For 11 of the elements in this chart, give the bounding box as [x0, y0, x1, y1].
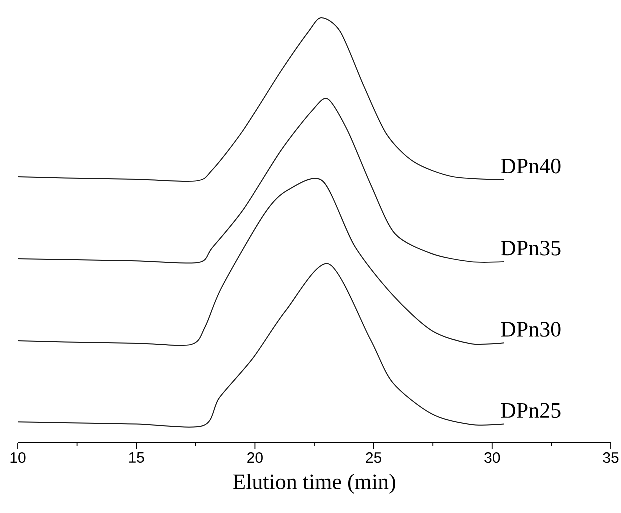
series-label: DPn30	[501, 322, 561, 337]
x-tick-label: 10	[10, 452, 26, 464]
x-tick-label: 30	[484, 452, 500, 464]
series-label: DPn25	[501, 403, 561, 418]
x-axis-title: Elution time (min)	[233, 474, 396, 494]
x-tick-label: 15	[129, 452, 144, 463]
x-tick-label: 35	[603, 452, 619, 464]
series-label: DPn35	[501, 240, 561, 256]
x-tick-label: 20	[248, 452, 263, 464]
series-label: DPn40	[501, 158, 561, 174]
x-tick-label: 25	[366, 452, 382, 464]
